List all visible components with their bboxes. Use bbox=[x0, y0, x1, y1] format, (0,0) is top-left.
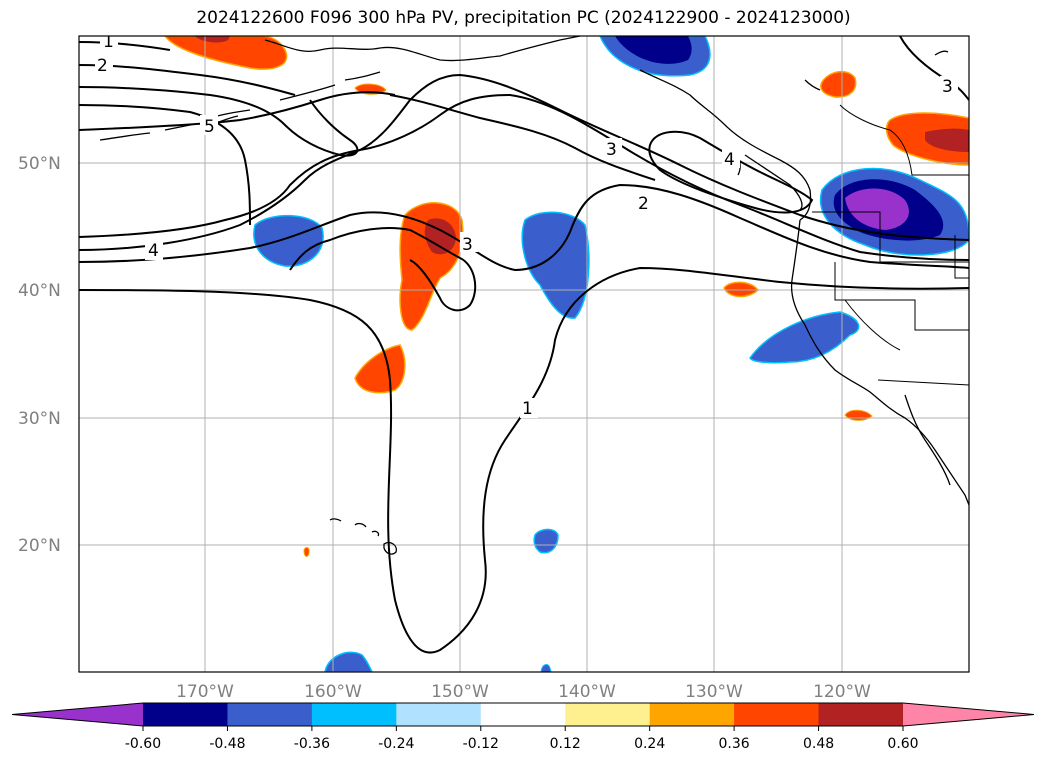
colorbar-swatch bbox=[227, 703, 313, 726]
colorbar-tick-label: 0.36 bbox=[719, 736, 750, 752]
pv-contours bbox=[79, 36, 969, 654]
precip-negative-area bbox=[253, 214, 324, 267]
pv-contour-inner bbox=[79, 86, 359, 157]
map-title: 2024122600 F096 300 hPa PV, precipitatio… bbox=[196, 8, 851, 28]
colorbar-extend-min bbox=[12, 703, 143, 726]
graticule bbox=[79, 36, 969, 672]
contour-label: 2 bbox=[638, 194, 649, 214]
colorbar-tick-label: -0.12 bbox=[463, 736, 499, 752]
lon-label: 150°W bbox=[431, 682, 489, 702]
precip-negative-core bbox=[615, 36, 692, 64]
lon-label: 160°W bbox=[304, 682, 362, 702]
pv-contour-loop-150 bbox=[289, 227, 477, 312]
precip-positive-core bbox=[195, 36, 230, 43]
colorbar-swatch bbox=[818, 703, 904, 726]
colorbar-tick-label: 0.12 bbox=[550, 736, 581, 752]
lon-label: 170°W bbox=[176, 682, 234, 702]
pv-contour-2 bbox=[79, 183, 969, 272]
lat-label: 20°N bbox=[18, 536, 61, 556]
colorbar-tick-label: -0.60 bbox=[125, 736, 161, 752]
precip-positive-core bbox=[925, 128, 969, 152]
colorbar: -0.60 -0.48 -0.36 -0.24 -0.12 0.12 0.24 0.36 0.4… bbox=[11, 702, 1035, 752]
lon-label: 130°W bbox=[685, 682, 743, 702]
pv-contour-4 bbox=[79, 73, 969, 251]
colorbar-tick-label: 0.24 bbox=[634, 736, 665, 752]
pv-contour-top-1 bbox=[79, 41, 171, 51]
contour-label: 3 bbox=[606, 140, 617, 160]
contour-label: 4 bbox=[724, 150, 735, 170]
colorbar-tick-label: 0.60 bbox=[887, 736, 918, 752]
contour-label: 3 bbox=[942, 77, 953, 97]
pv-contour-labels: 1 2 5 4 3 3 2 4 1 3 bbox=[95, 32, 958, 419]
contour-label: 5 bbox=[204, 117, 215, 137]
colorbar-tick-label: -0.48 bbox=[209, 736, 245, 752]
precip-positive-area bbox=[164, 36, 288, 70]
contour-label: 4 bbox=[148, 241, 159, 261]
precip-shading bbox=[164, 36, 969, 672]
precip-negative-peak bbox=[845, 188, 909, 230]
colorbar-swatch bbox=[565, 703, 651, 726]
colorbar-extend-max bbox=[903, 703, 1034, 726]
contour-label: 2 bbox=[97, 56, 108, 76]
precip-positive-area bbox=[820, 70, 857, 98]
precip-negative-area bbox=[749, 311, 860, 364]
contour-label: 1 bbox=[522, 399, 533, 419]
coastlines bbox=[99, 36, 969, 555]
colorbar-swatch bbox=[649, 703, 735, 726]
borders bbox=[812, 104, 969, 386]
pv-contour-loop bbox=[648, 130, 814, 214]
lon-label: 140°W bbox=[558, 682, 616, 702]
colorbar-tick-label: 0.48 bbox=[803, 736, 834, 752]
colorbar-swatch bbox=[734, 703, 820, 726]
precip-positive-area bbox=[303, 547, 310, 557]
latitude-labels: 50°N 40°N 30°N 20°N bbox=[18, 154, 61, 556]
pv-contour-1 bbox=[79, 266, 969, 654]
precip-negative-area bbox=[540, 664, 552, 672]
lon-label: 120°W bbox=[813, 682, 871, 702]
lat-label: 30°N bbox=[18, 409, 61, 429]
contour-label: 1 bbox=[103, 32, 114, 52]
map-border bbox=[78, 35, 970, 673]
colorbar-swatch bbox=[480, 703, 566, 726]
colorbar-tick-label: -0.36 bbox=[294, 736, 330, 752]
contour-label: 3 bbox=[462, 235, 473, 255]
longitude-labels: 170°W 160°W 150°W 140°W 130°W 120°W bbox=[176, 682, 871, 702]
precip-positive-area bbox=[354, 344, 406, 394]
colorbar-swatch bbox=[311, 703, 397, 726]
pv-contour-3 bbox=[79, 93, 969, 261]
colorbar-swatch bbox=[396, 703, 482, 726]
lat-label: 50°N bbox=[18, 154, 61, 174]
lat-label: 40°N bbox=[18, 281, 61, 301]
pv-contour-5 bbox=[79, 91, 396, 131]
pv-contour-5b bbox=[79, 104, 251, 226]
colorbar-tick-label: -0.24 bbox=[378, 736, 414, 752]
colorbar-swatch bbox=[143, 703, 228, 726]
